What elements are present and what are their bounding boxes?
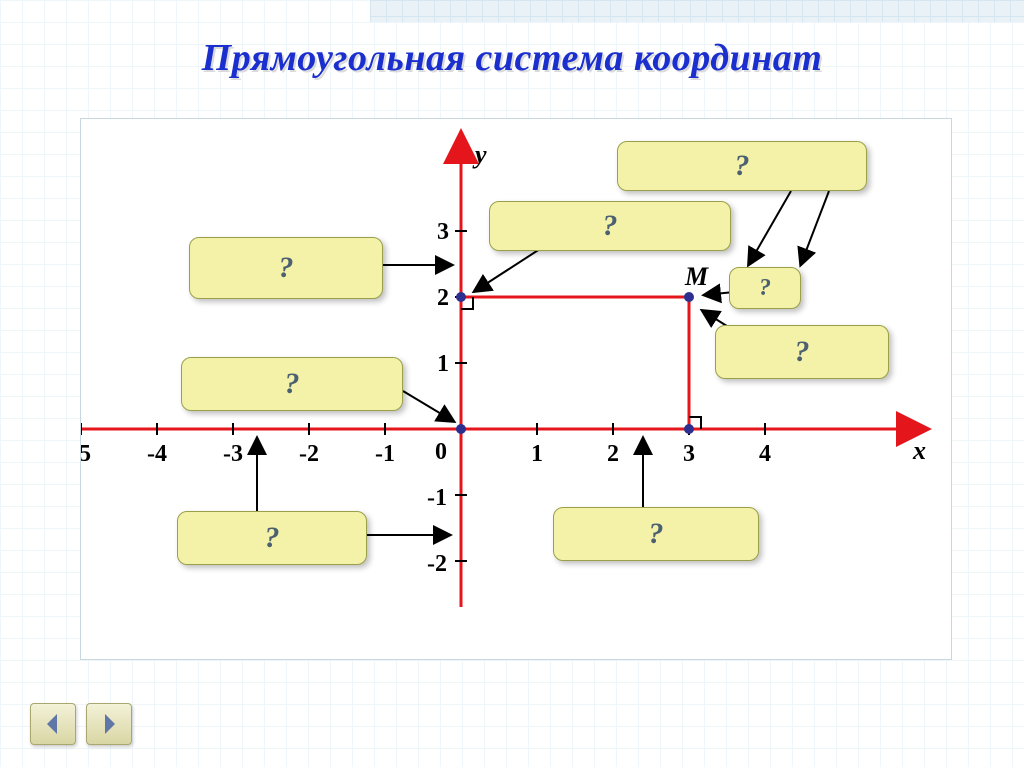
svg-text:4: 4 [759, 441, 771, 467]
svg-text:-4: -4 [147, 441, 167, 467]
prev-button[interactable] [30, 703, 76, 745]
svg-text:1: 1 [531, 441, 543, 467]
svg-text:3: 3 [437, 219, 449, 245]
point-m [684, 292, 694, 302]
svg-text:-1: -1 [375, 441, 395, 467]
callout-left-upper[interactable]: ? [189, 237, 383, 299]
svg-text:-5: -5 [81, 441, 91, 467]
next-button[interactable] [86, 703, 132, 745]
svg-text:2: 2 [437, 285, 449, 311]
callout-bottom-right[interactable]: ? [553, 507, 759, 561]
callout-right-mid[interactable]: ? [715, 325, 889, 379]
arrow-leftmid [403, 391, 453, 421]
x-intercept-point [684, 424, 694, 434]
svg-text:3: 3 [683, 441, 695, 467]
coordinate-diagram: -5 -4 -3 -2 -1 0 1 2 3 4 3 2 [80, 118, 952, 660]
callout-top-right[interactable]: ? [617, 141, 867, 191]
arrow-topright-b [801, 191, 829, 264]
svg-text:1: 1 [437, 351, 449, 377]
x-axis-label: x [912, 436, 926, 465]
nav-buttons [30, 703, 132, 745]
x-tick-labels: -5 -4 -3 -2 -1 0 1 2 3 4 [81, 439, 771, 467]
origin-point [456, 424, 466, 434]
svg-text:-2: -2 [299, 441, 319, 467]
chevron-right-icon [99, 712, 119, 736]
y-intercept-point [456, 292, 466, 302]
page-title: Прямоугольная система координат [0, 36, 1024, 80]
chevron-left-icon [43, 712, 63, 736]
callout-top-center[interactable]: ? [489, 201, 731, 251]
topbar-decoration [370, 0, 1024, 22]
y-tick-labels: 3 2 1 -1 -2 [427, 219, 449, 577]
svg-text:-3: -3 [223, 441, 243, 467]
callout-left-mid[interactable]: ? [181, 357, 403, 411]
svg-text:-1: -1 [427, 485, 447, 511]
svg-text:-2: -2 [427, 551, 447, 577]
y-axis-label: y [472, 140, 487, 169]
arrow-topcenter [475, 247, 543, 291]
arrow-topright-a [749, 191, 791, 264]
svg-text:0: 0 [435, 439, 447, 465]
callout-bottom-left[interactable]: ? [177, 511, 367, 565]
point-m-label: M [684, 262, 709, 291]
callout-point-small[interactable]: ? [729, 267, 801, 309]
svg-text:2: 2 [607, 441, 619, 467]
page: Прямоугольная система координат [0, 0, 1024, 767]
